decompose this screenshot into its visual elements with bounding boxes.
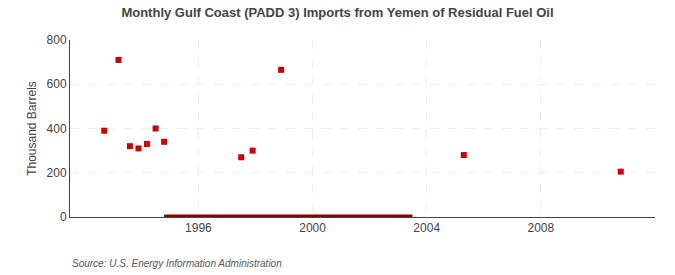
- svg-text:200: 200: [47, 166, 67, 180]
- svg-text:800: 800: [47, 33, 67, 47]
- svg-text:2008: 2008: [527, 221, 554, 235]
- svg-text:400: 400: [47, 122, 67, 136]
- svg-text:2004: 2004: [413, 221, 440, 235]
- svg-text:600: 600: [47, 77, 67, 91]
- svg-text:0: 0: [60, 210, 67, 224]
- svg-text:Thousand Barrels: Thousand Barrels: [25, 81, 39, 176]
- svg-text:2000: 2000: [299, 221, 326, 235]
- svg-text:Source: U.S. Energy Informatio: Source: U.S. Energy Information Administ…: [72, 258, 282, 269]
- svg-text:Monthly Gulf Coast (PADD 3) Im: Monthly Gulf Coast (PADD 3) Imports from…: [121, 5, 553, 20]
- svg-text:1996: 1996: [185, 221, 212, 235]
